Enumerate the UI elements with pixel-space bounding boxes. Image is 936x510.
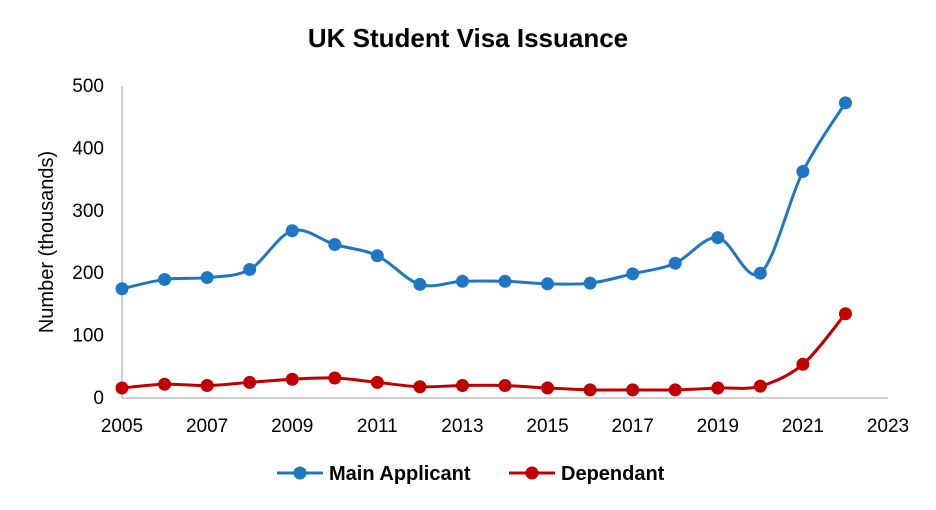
legend-item-main-applicant: Main Applicant	[277, 463, 471, 485]
data-point-dependant	[158, 377, 172, 391]
x-tick-label: 2015	[526, 416, 568, 437]
chart-title: UK Student Visa Issuance	[308, 23, 628, 53]
data-point-main-applicant	[498, 274, 512, 288]
legend-label-dependant: Dependant	[561, 463, 665, 485]
series-line-main-applicant	[121, 102, 847, 291]
series-main-applicant	[115, 96, 852, 296]
data-point-main-applicant	[541, 277, 555, 291]
x-tick-label: 2013	[441, 416, 483, 437]
data-point-dependant	[753, 379, 767, 393]
data-point-main-applicant	[626, 267, 640, 281]
series-layer	[115, 96, 852, 397]
data-point-main-applicant	[243, 262, 257, 276]
legend-item-dependant: Dependant	[509, 463, 665, 485]
data-point-main-applicant	[285, 224, 299, 238]
x-tick-label: 2023	[867, 416, 909, 437]
data-point-dependant	[498, 379, 512, 393]
data-point-main-applicant	[370, 249, 384, 263]
legend: Main Applicant Dependant	[277, 463, 665, 485]
data-point-dependant	[796, 357, 810, 371]
y-tick-labels: 0 100 200 300 400 500	[72, 76, 104, 409]
data-point-main-applicant	[328, 237, 342, 251]
x-tick-label: 2019	[697, 416, 739, 437]
x-tick-label: 2007	[186, 416, 228, 437]
data-point-main-applicant	[838, 96, 852, 110]
data-point-dependant	[583, 383, 597, 397]
data-point-dependant	[455, 379, 469, 393]
data-point-dependant	[541, 381, 555, 395]
data-point-main-applicant	[796, 164, 810, 178]
series-dependant	[115, 307, 852, 397]
x-tick-labels: 2005 2007 2009 2011 2013 2015 2017 2019 2021 2023	[101, 416, 909, 437]
data-point-main-applicant	[583, 276, 597, 290]
data-point-dependant	[285, 372, 299, 386]
data-point-dependant	[370, 375, 384, 389]
data-point-dependant	[668, 383, 682, 397]
data-point-dependant	[626, 383, 640, 397]
y-axis-label: Number (thousands)	[36, 151, 58, 333]
x-tick-label: 2005	[101, 416, 143, 437]
y-tick-label: 500	[72, 76, 104, 97]
data-point-dependant	[328, 371, 342, 385]
legend-label-main-applicant: Main Applicant	[329, 463, 471, 485]
data-point-main-applicant	[158, 272, 172, 286]
data-point-main-applicant	[200, 271, 214, 285]
data-point-dependant	[200, 379, 214, 393]
data-point-main-applicant	[413, 277, 427, 291]
y-tick-label: 200	[72, 263, 104, 284]
x-tick-label: 2017	[612, 416, 654, 437]
legend-marker-main-applicant	[293, 466, 307, 480]
y-tick-label: 300	[72, 201, 104, 222]
x-tick-label: 2021	[782, 416, 824, 437]
x-tick-label: 2009	[271, 416, 313, 437]
data-point-dependant	[115, 381, 129, 395]
data-point-main-applicant	[711, 231, 725, 245]
y-tick-label: 0	[93, 388, 104, 409]
data-point-dependant	[711, 381, 725, 395]
x-tick-label: 2011	[357, 416, 398, 437]
axes	[121, 86, 888, 399]
data-point-main-applicant	[753, 266, 767, 280]
y-tick-label: 400	[72, 138, 104, 159]
series-line-dependant	[121, 312, 847, 392]
data-point-main-applicant	[668, 256, 682, 270]
data-point-dependant	[838, 307, 852, 321]
data-point-dependant	[413, 380, 427, 394]
data-point-main-applicant	[115, 282, 129, 296]
data-point-dependant	[243, 375, 257, 389]
legend-marker-dependant	[525, 466, 539, 480]
data-point-main-applicant	[455, 274, 469, 288]
y-tick-label: 100	[72, 326, 104, 347]
